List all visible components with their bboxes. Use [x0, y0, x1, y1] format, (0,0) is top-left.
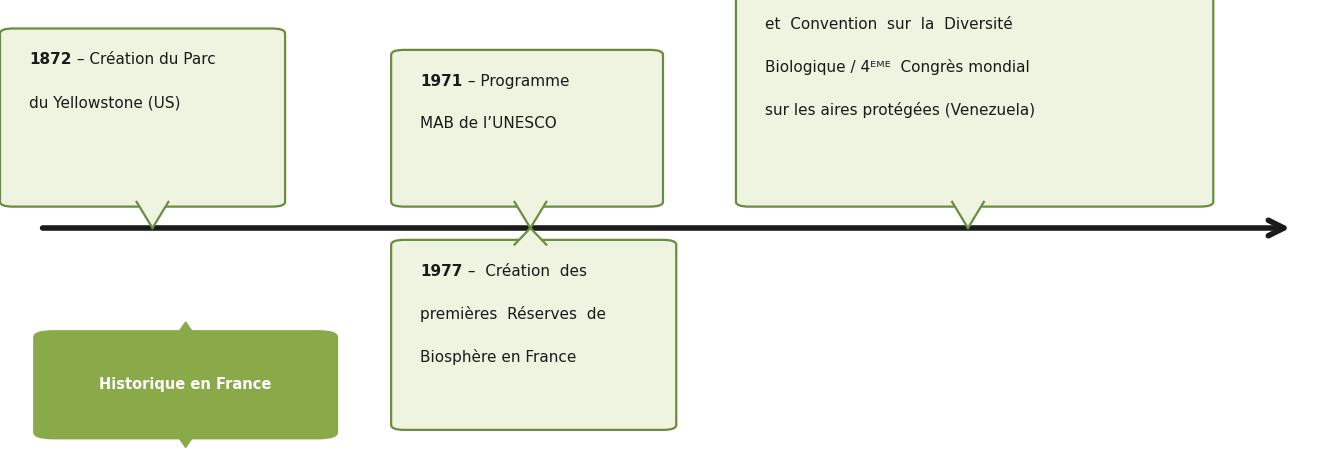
Text: –  Création  des: – Création des — [463, 264, 586, 279]
Text: 1971: 1971 — [420, 74, 463, 89]
FancyBboxPatch shape — [736, 0, 1213, 207]
FancyBboxPatch shape — [391, 240, 676, 430]
Polygon shape — [175, 322, 196, 337]
Text: – Programme: – Programme — [463, 74, 569, 89]
Polygon shape — [952, 202, 984, 228]
Text: – Création du Parc: – Création du Parc — [72, 52, 215, 67]
Text: Biosphère en France: Biosphère en France — [420, 349, 577, 365]
Polygon shape — [514, 228, 546, 245]
FancyBboxPatch shape — [33, 330, 338, 439]
Text: du Yellowstone (US): du Yellowstone (US) — [29, 95, 180, 110]
Polygon shape — [514, 202, 546, 228]
Text: MAB de l’UNESCO: MAB de l’UNESCO — [420, 116, 557, 132]
Text: sur les aires protégées (Venezuela): sur les aires protégées (Venezuela) — [765, 102, 1036, 118]
FancyBboxPatch shape — [0, 28, 285, 207]
Text: Historique en France: Historique en France — [99, 377, 272, 392]
Polygon shape — [175, 432, 196, 447]
FancyBboxPatch shape — [391, 50, 663, 207]
Text: 1872: 1872 — [29, 52, 72, 67]
Text: et  Convention  sur  la  Diversité: et Convention sur la Diversité — [765, 17, 1013, 32]
Polygon shape — [137, 202, 168, 228]
Text: premières  Réserves  de: premières Réserves de — [420, 306, 606, 323]
Text: 1977: 1977 — [420, 264, 463, 279]
Text: Biologique / 4ᴱᴹᴱ  Congrès mondial: Biologique / 4ᴱᴹᴱ Congrès mondial — [765, 59, 1030, 76]
